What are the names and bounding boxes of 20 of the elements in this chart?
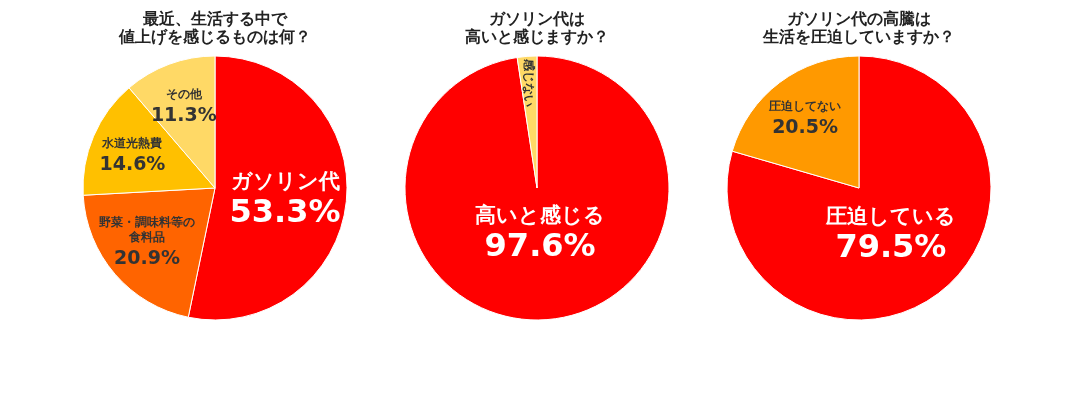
data-label: 79.5% [835,227,947,266]
data-label: 53.3% [229,192,341,231]
data-label: 20.9% [114,245,180,268]
pie-slice [404,55,670,321]
slice-label: 水道光熱費 [101,135,163,150]
pie-slice [726,55,992,321]
slice-label: ガソリン代 [230,169,340,194]
slice-label: 感じない [522,57,537,107]
chart-title: ガソリン代は高いと感じますか？ [465,9,609,46]
data-label: 11.3% [150,102,217,125]
chart-title: 最近、生活する中で値上げを感じるものは何？ [118,9,311,46]
slice-label: その他 [165,86,203,101]
chart-title: ガソリン代の高騰は生活を圧迫していますか？ [762,9,955,46]
slice-label: 圧迫している [824,204,956,229]
slice-label: 圧迫してない [768,99,842,114]
data-label: 20.5% [772,115,839,138]
data-label: 97.6% [484,226,596,265]
slice-label: 高いと感じる [475,203,606,228]
data-label: 14.6% [99,151,166,174]
slice-label: 野菜・調味料等の食料品 [98,214,195,244]
